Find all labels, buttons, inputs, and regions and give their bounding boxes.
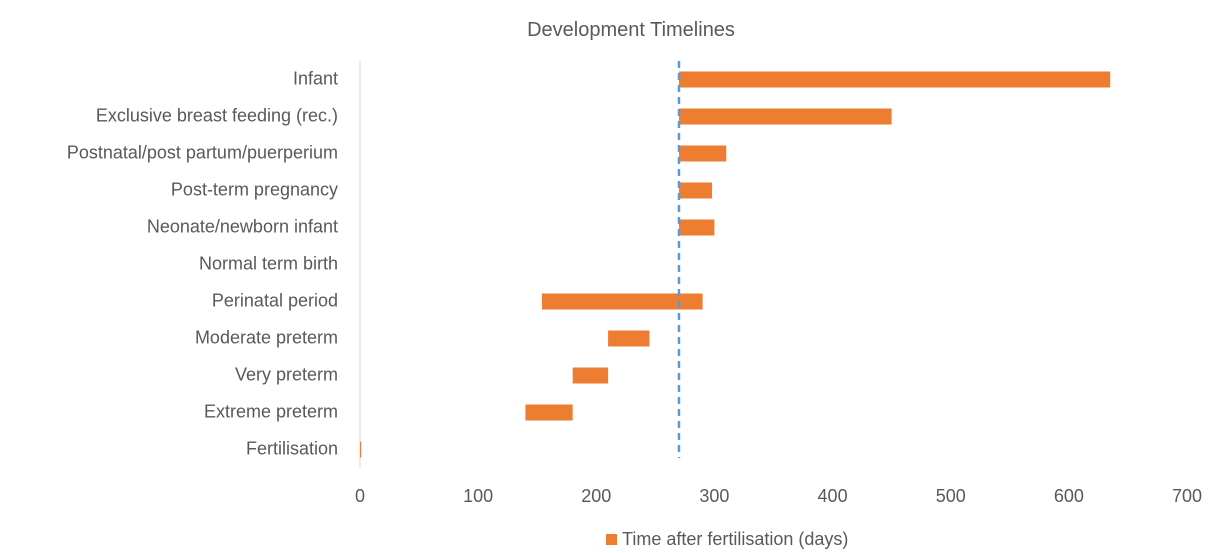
bar — [678, 145, 727, 162]
bar — [678, 219, 715, 236]
bar — [360, 441, 362, 458]
x-tick-label: 500 — [936, 486, 966, 506]
category-label: Postnatal/post partum/puerperium — [67, 142, 338, 162]
bar — [678, 71, 1111, 88]
x-tick-label: 100 — [463, 486, 493, 506]
x-tick-label: 0 — [355, 486, 365, 506]
category-label: Moderate preterm — [195, 327, 338, 347]
category-label: Extreme preterm — [204, 401, 338, 421]
x-tick-label: 700 — [1172, 486, 1202, 506]
category-label: Normal term birth — [199, 253, 338, 273]
bar — [541, 293, 703, 310]
category-label: Neonate/newborn infant — [147, 216, 338, 236]
legend-label: Time after fertilisation (days) — [622, 529, 848, 549]
category-label: Infant — [293, 68, 338, 88]
x-tick-labels: 0 100 200 300 400 500 600 700 — [355, 486, 1202, 506]
bar — [678, 182, 713, 199]
legend: Time after fertilisation (days) — [606, 529, 848, 549]
x-tick-label: 200 — [581, 486, 611, 506]
bar — [678, 108, 892, 125]
category-label: Perinatal period — [212, 290, 338, 310]
x-tick-label: 400 — [818, 486, 848, 506]
category-labels: Infant Exclusive breast feeding (rec.) Pos… — [67, 68, 338, 458]
x-tick-label: 600 — [1054, 486, 1084, 506]
bar — [525, 404, 573, 421]
chart-title: Development Timelines — [527, 19, 735, 41]
category-label: Post-term pregnancy — [171, 179, 338, 199]
legend-swatch — [606, 534, 617, 545]
x-tick-label: 300 — [699, 486, 729, 506]
bar — [572, 367, 609, 384]
category-label: Very preterm — [235, 364, 338, 384]
bars-layer — [359, 61, 1111, 468]
bar — [608, 330, 650, 347]
category-label: Exclusive breast feeding (rec.) — [96, 105, 338, 125]
category-label: Fertilisation — [246, 438, 338, 458]
